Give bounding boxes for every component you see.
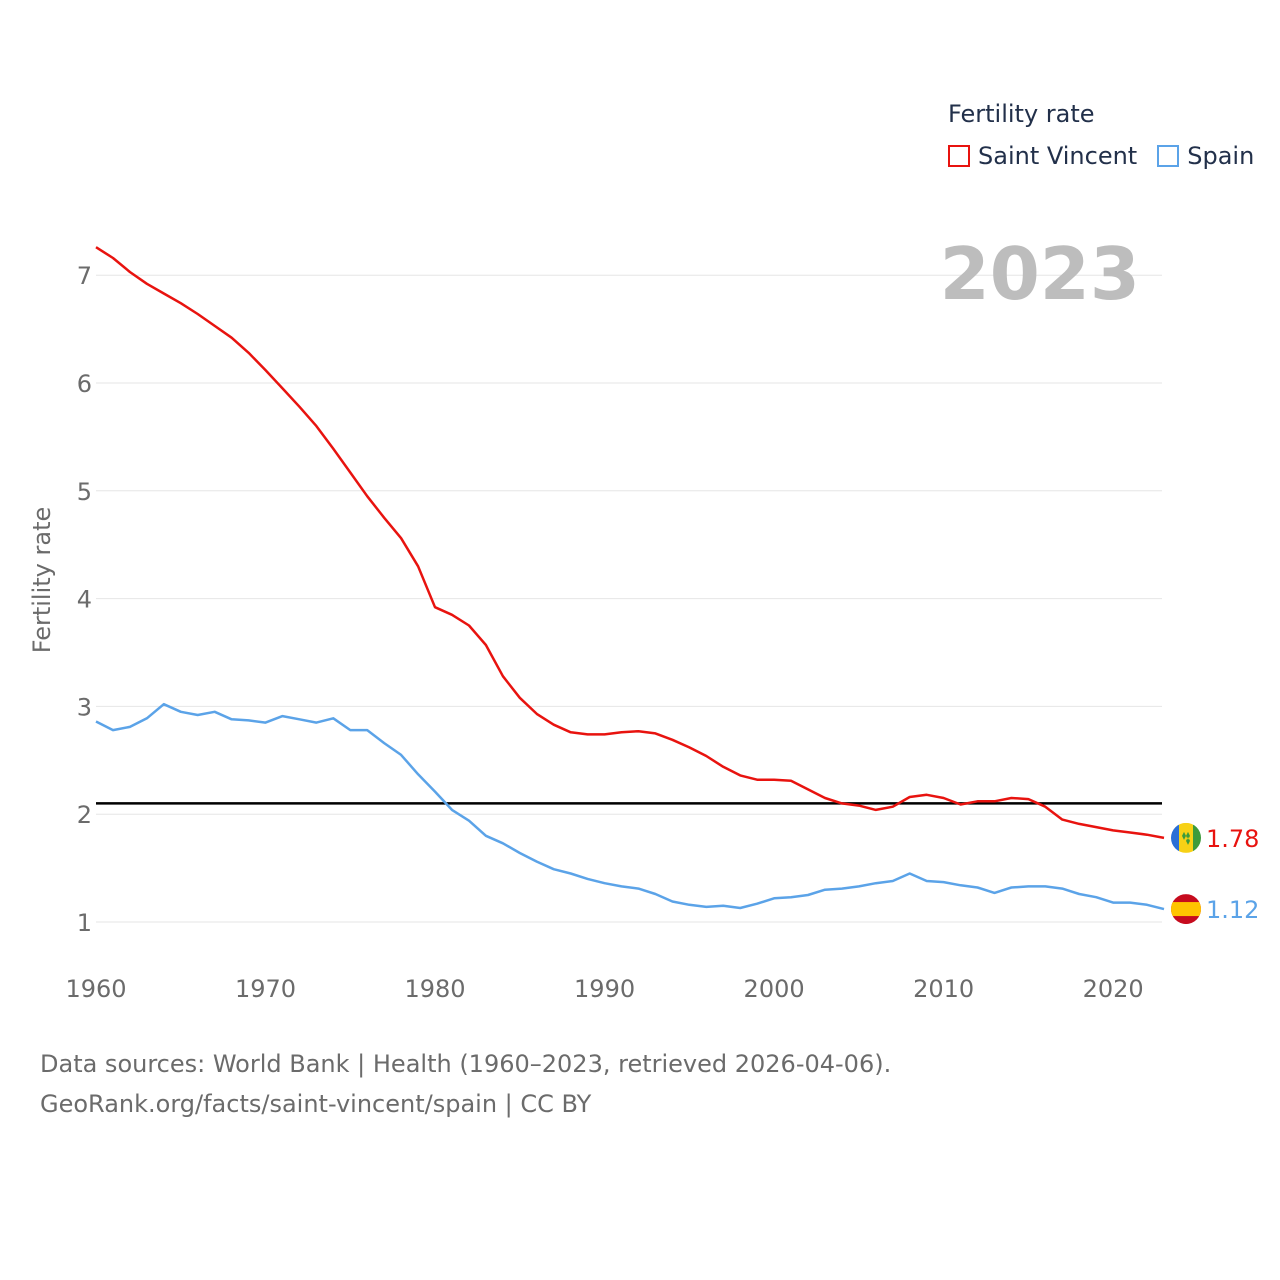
legend: Saint Vincent Spain [948, 142, 1274, 170]
y-tick-label-4: 4 [77, 586, 92, 614]
saint-vincent-flag-body [1171, 822, 1201, 853]
flag-diamonds [1182, 831, 1190, 845]
y-tick-label-5: 5 [77, 478, 92, 506]
legend-title: Fertility rate [948, 100, 1095, 128]
y-tick-label-6: 6 [77, 370, 92, 398]
x-tick-label-2020: 2020 [1083, 975, 1144, 1003]
x-tick-label-1960: 1960 [65, 975, 126, 1003]
saint-vincent-flag-icon [1171, 822, 1201, 853]
legend-label-spain: Spain [1187, 142, 1255, 170]
legend-item-spain[interactable]: Spain [1157, 142, 1254, 170]
spain-flag-body [1171, 894, 1201, 925]
flag-stripe-blue [1171, 822, 1179, 853]
flag-stripe-gold [1179, 822, 1193, 853]
flag-stripe-yellow [1171, 902, 1201, 917]
y-tick-label-1: 1 [77, 909, 92, 937]
x-tick-label-1990: 1990 [574, 975, 635, 1003]
y-tick-label-3: 3 [77, 693, 92, 721]
end-value-label-spain: 1.12 [1206, 896, 1259, 924]
legend-label-saint-vincent: Saint Vincent [978, 142, 1138, 170]
end-value-label-saint-vincent: 1.78 [1206, 825, 1259, 853]
x-tick-label-2000: 2000 [744, 975, 805, 1003]
year-label: 2023 [939, 232, 1140, 316]
x-tick-label-1970: 1970 [235, 975, 296, 1003]
footer-credit: GeoRank.org/facts/saint-vincent/spain | … [40, 1090, 592, 1118]
y-axis-label: Fertility rate [28, 506, 56, 654]
footer: Data sources: World Bank | Health (1960–… [40, 1044, 891, 1124]
spain-flag-icon [1171, 894, 1201, 925]
series-line-saint-vincent [95, 246, 1165, 840]
legend-item-saint-vincent[interactable]: Saint Vincent [948, 142, 1137, 170]
legend-swatch-spain [1157, 145, 1180, 167]
y-tick-label-7: 7 [77, 262, 92, 290]
x-tick-label-1980: 1980 [405, 975, 466, 1003]
flag-stripe-green [1193, 822, 1201, 853]
y-tick-label-2: 2 [77, 801, 92, 829]
legend-swatch-saint-vincent [948, 145, 970, 167]
series-line-spain [95, 702, 1165, 911]
x-tick-label-2010: 2010 [913, 975, 974, 1003]
footer-sources: Data sources: World Bank | Health (1960–… [40, 1050, 892, 1078]
